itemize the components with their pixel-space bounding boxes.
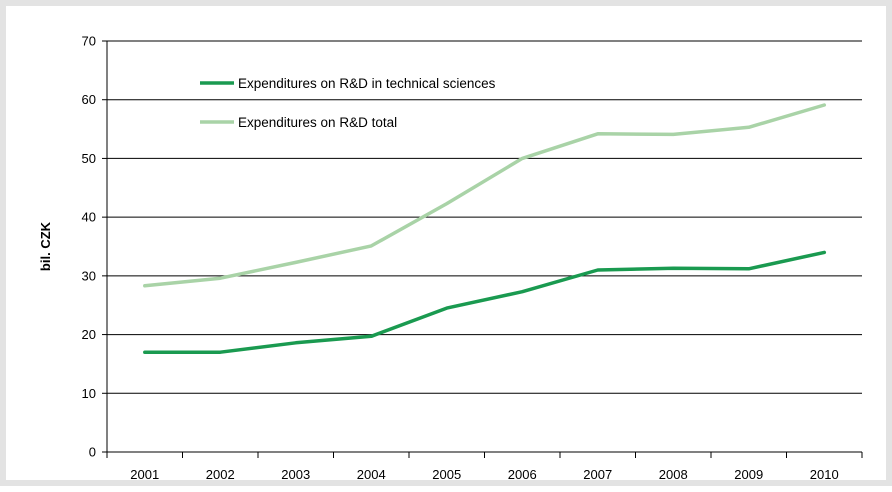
y-axis-label: bil. CZK <box>38 221 53 271</box>
y-tick-label-0: 0 <box>89 445 96 460</box>
x-tick-label-2002: 2002 <box>206 467 235 482</box>
gridlines <box>107 40 862 394</box>
x-tick-label-2001: 2001 <box>130 467 159 482</box>
x-tick-labels: 2001 2002 2003 2004 2005 2006 2007 2008 2009 2010 <box>130 467 838 482</box>
y-tick-label-70: 70 <box>82 34 96 49</box>
y-tick-label-50: 50 <box>82 151 96 166</box>
legend: Expenditures on R&D in technical science… <box>200 76 496 130</box>
y-tick-label-30: 30 <box>82 268 96 283</box>
x-tick-label-2004: 2004 <box>357 467 386 482</box>
y-tick-label-60: 60 <box>82 92 96 107</box>
x-tick-label-2010: 2010 <box>810 467 839 482</box>
x-tick-label-2007: 2007 <box>583 467 612 482</box>
y-tick-label-20: 20 <box>82 327 96 342</box>
x-tick-label-2003: 2003 <box>281 467 310 482</box>
line-chart: 0 10 20 30 40 50 60 70 2001 2002 2003 2004 2005 2006… <box>38 34 863 482</box>
x-tick-label-2008: 2008 <box>659 467 688 482</box>
x-tick-label-2006: 2006 <box>508 467 537 482</box>
y-tick-labels: 0 10 20 30 40 50 60 70 <box>82 34 96 460</box>
series-line-0 <box>143 250 827 354</box>
y-tick-label-10: 10 <box>82 386 96 401</box>
legend-label-0: Expenditures on R&D in technical science… <box>238 76 496 91</box>
series-line-1 <box>143 103 827 288</box>
y-tick-label-40: 40 <box>82 210 96 225</box>
series-lines <box>143 103 827 354</box>
axes <box>102 40 863 458</box>
x-tick-label-2009: 2009 <box>734 467 763 482</box>
x-tick-label-2005: 2005 <box>432 467 461 482</box>
legend-label-1: Expenditures on R&D total <box>238 115 397 130</box>
